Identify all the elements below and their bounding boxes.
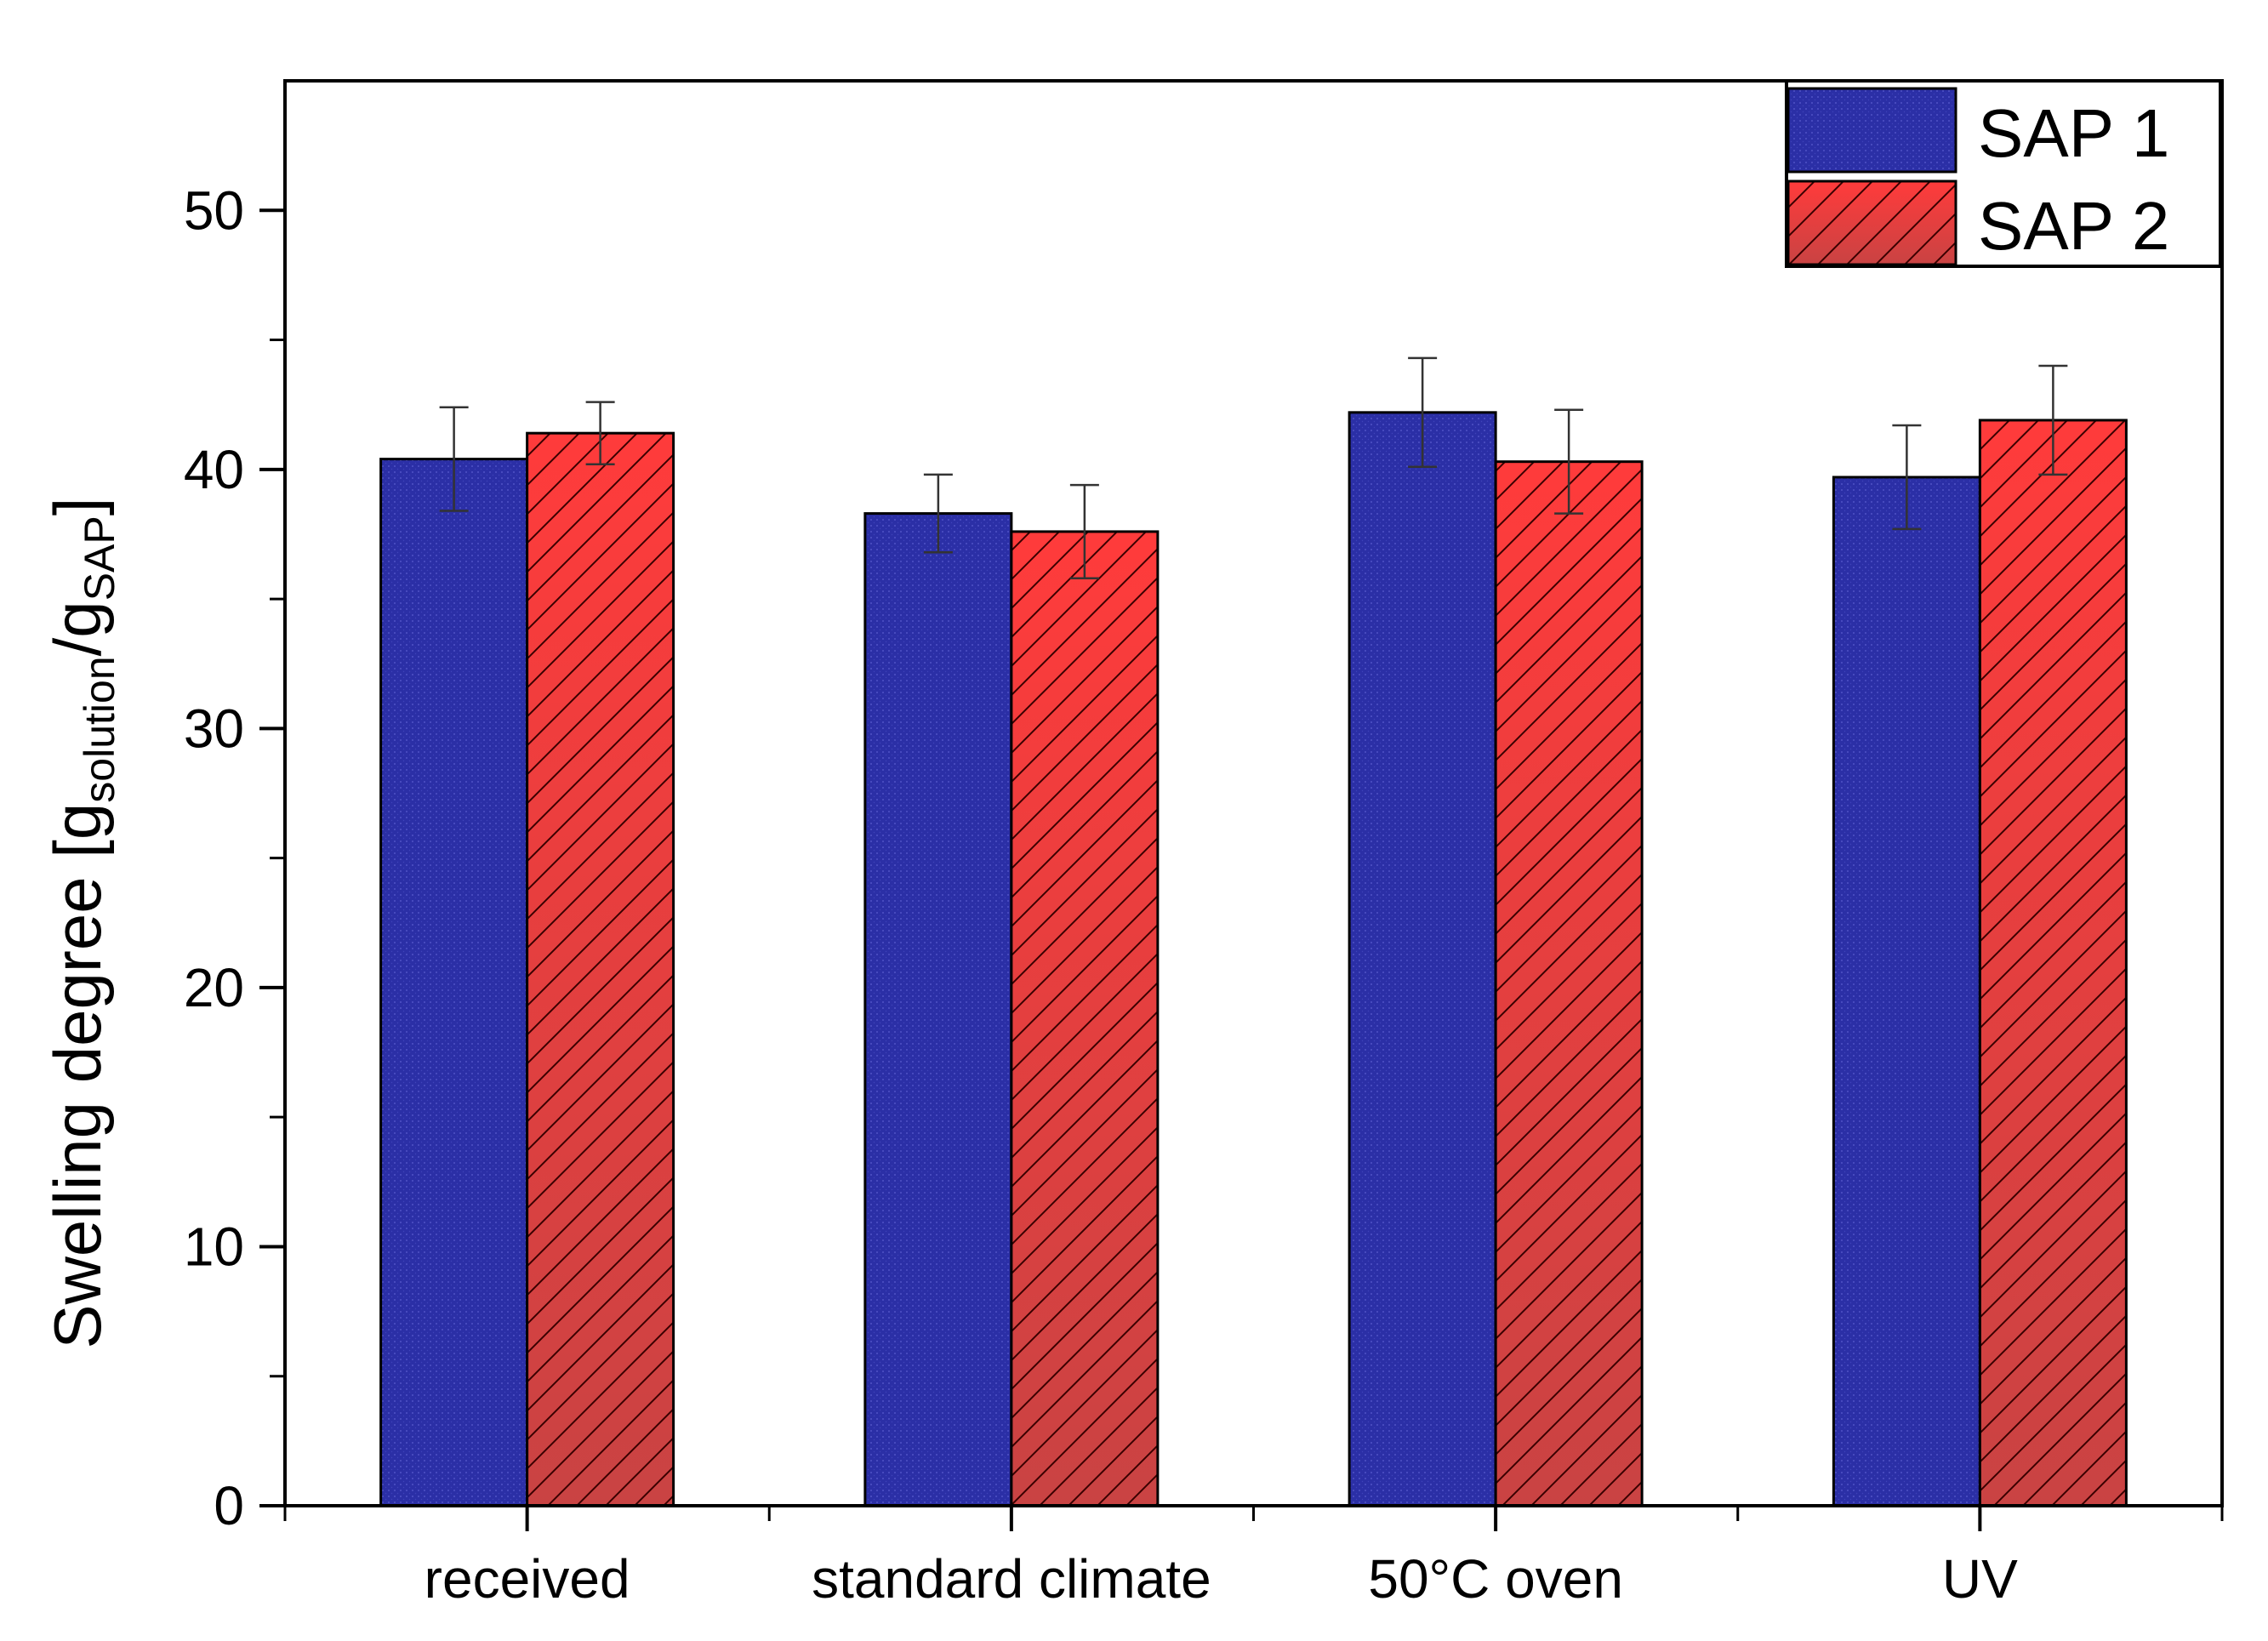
x-tick-label-standard-climate: standard climate [812,1548,1211,1610]
error-bar-sap-2-standard-climate [1069,483,1099,579]
bar-sap-1-50-c-oven [1348,411,1497,1507]
error-bar-sap-1-uv [1892,424,1922,531]
bar-sap-2-standard-climate [1010,530,1160,1507]
y-tick-label: 50 [184,179,244,241]
legend-swatch-sap-1 [1786,87,1957,174]
bars-layer [379,411,2128,1507]
error-bar-sap-2-received [585,401,615,465]
bar-sap-1-uv [1832,476,1981,1507]
legend-label-sap-1: SAP 1 [1978,95,2169,171]
bar-sap-2-received [526,431,675,1507]
y-axis-title-base: Swelling degree [g [40,803,115,1349]
legend-swatch-sap-2 [1786,179,1957,266]
legend-label-sap-2: SAP 2 [1978,188,2169,264]
y-axis-title-sub2: SAP [76,516,123,601]
y-tick-label: 0 [214,1475,244,1536]
y-axis-title-sub1: solution [76,656,123,802]
error-bar-sap-1-standard-climate [923,473,953,554]
bar-sap-2-uv [1978,419,2128,1507]
y-tick-label: 20 [184,957,244,1018]
legend: SAP 1 SAP 2 [1785,79,2222,268]
error-bar-sap-2-50-c-oven [1554,408,1584,515]
y-axis-title: Swelling degree [gsolution/gSAP] [40,498,123,1349]
x-axis: received standard climate 50°C oven UV [283,1506,2224,1610]
x-tick-label-uv: UV [1942,1548,2018,1610]
x-tick-label-received: received [425,1548,630,1610]
error-bar-sap-1-received [439,406,469,512]
error-bars-layer [439,356,2068,579]
bar-sap-2-50-c-oven [1494,460,1644,1507]
y-axis-title-mid: /g [40,601,115,656]
y-tick-label: 10 [184,1216,244,1277]
error-bar-sap-2-uv [2038,364,2068,476]
bar-sap-1-standard-climate [863,512,1013,1507]
y-tick-label: 40 [184,439,244,500]
y-axis-title-end: ] [40,498,115,516]
bar-sap-1-received [379,458,529,1507]
y-tick-label: 30 [184,698,244,759]
x-tick-label-50-c-oven: 50°C oven [1368,1548,1623,1610]
error-bar-sap-1-50-c-oven [1408,356,1438,469]
y-axis: 0 10 20 30 40 50 [184,179,285,1536]
